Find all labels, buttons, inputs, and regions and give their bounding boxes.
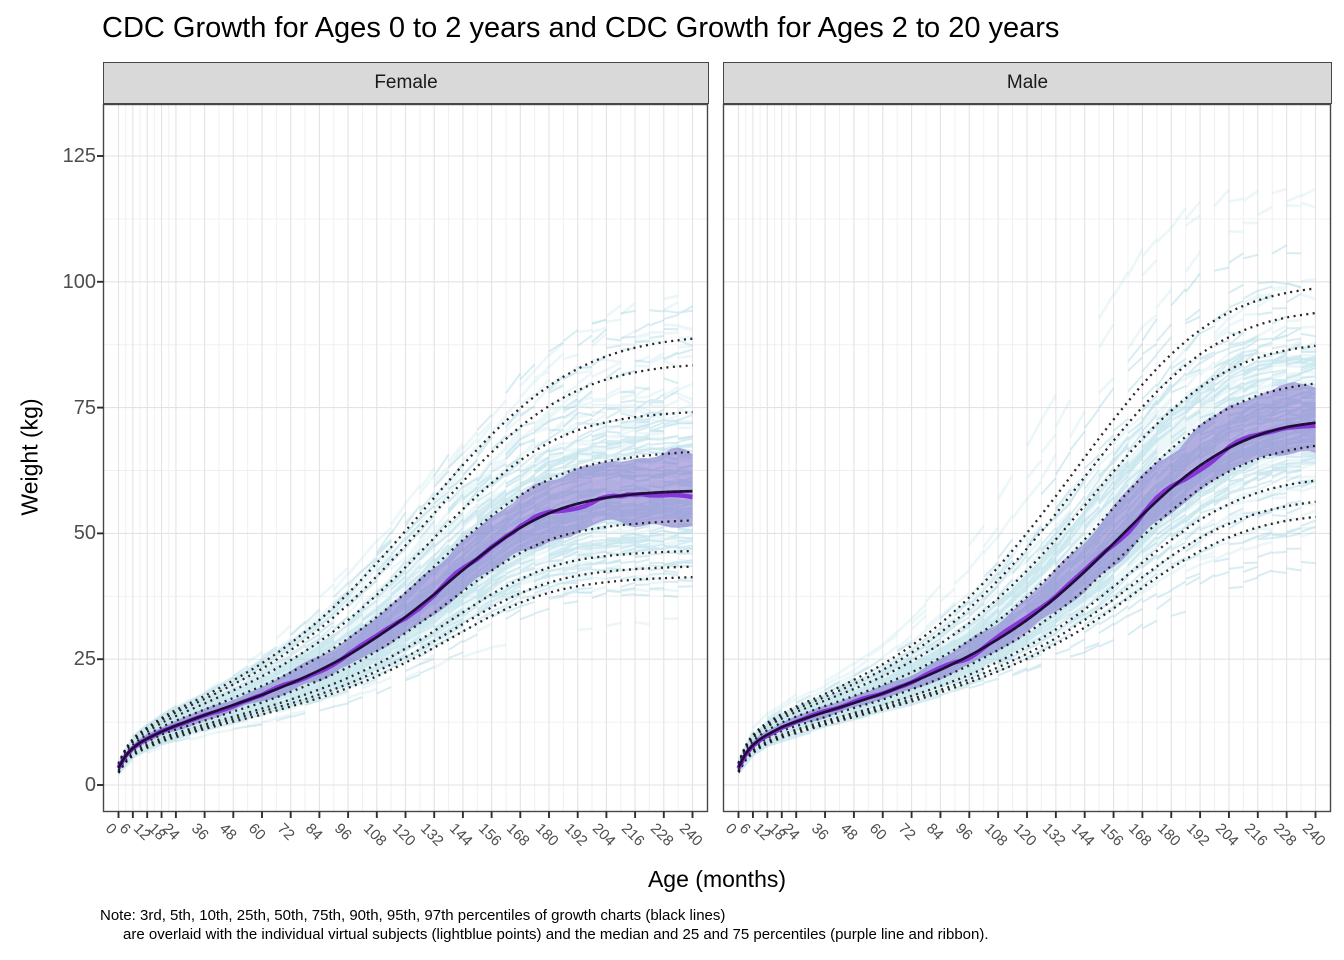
figure-note: Note: 3rd, 5th, 10th, 25th, 50th, 75th, … xyxy=(100,906,989,944)
x-axis-title: Age (months) xyxy=(647,866,787,892)
iqr-ribbon xyxy=(738,381,1316,769)
panel-female xyxy=(103,104,708,812)
percentile-curve-3rd xyxy=(737,515,1316,773)
y-tick-label: 100 xyxy=(62,270,96,293)
panel-male xyxy=(723,104,1331,812)
y-axis-title: Weight (kg) xyxy=(16,398,43,516)
percentile-curve-90th xyxy=(117,410,693,766)
percentile-curve-10th xyxy=(117,549,693,773)
facet-label-female: Female xyxy=(374,72,438,93)
y-tick-label: 125 xyxy=(62,145,96,167)
percentile-curve-90th xyxy=(737,344,1316,765)
percentile-curve-5th xyxy=(117,565,693,774)
percentile-curve-3rd xyxy=(117,576,693,774)
iqr-ribbon xyxy=(118,447,693,768)
percentile-curve-5th xyxy=(737,500,1316,773)
y-tick-label: 25 xyxy=(73,648,96,671)
facet-strip-female: Female xyxy=(103,62,709,104)
y-tick-label: 50 xyxy=(73,522,96,545)
smoothed-median-line xyxy=(737,421,1316,769)
chart-title: CDC Growth for Ages 0 to 2 years and CDC… xyxy=(102,12,1060,44)
y-tick-label: 0 xyxy=(84,774,96,796)
percentile-curve-97th xyxy=(117,337,693,764)
smoothed-median-line xyxy=(117,489,693,769)
facet-label-male: Male xyxy=(1006,72,1049,93)
note-line-2: are overlaid with the individual virtual… xyxy=(123,926,989,943)
percentile-curve-95th xyxy=(117,364,693,765)
y-tick-label: 75 xyxy=(73,396,96,419)
percentile-curve-97th xyxy=(737,287,1316,764)
facet-strip-male: Male xyxy=(723,62,1332,104)
percentile-curve-95th xyxy=(737,311,1316,764)
note-line-1: Note: 3rd, 5th, 10th, 25th, 50th, 75th, … xyxy=(100,907,726,924)
